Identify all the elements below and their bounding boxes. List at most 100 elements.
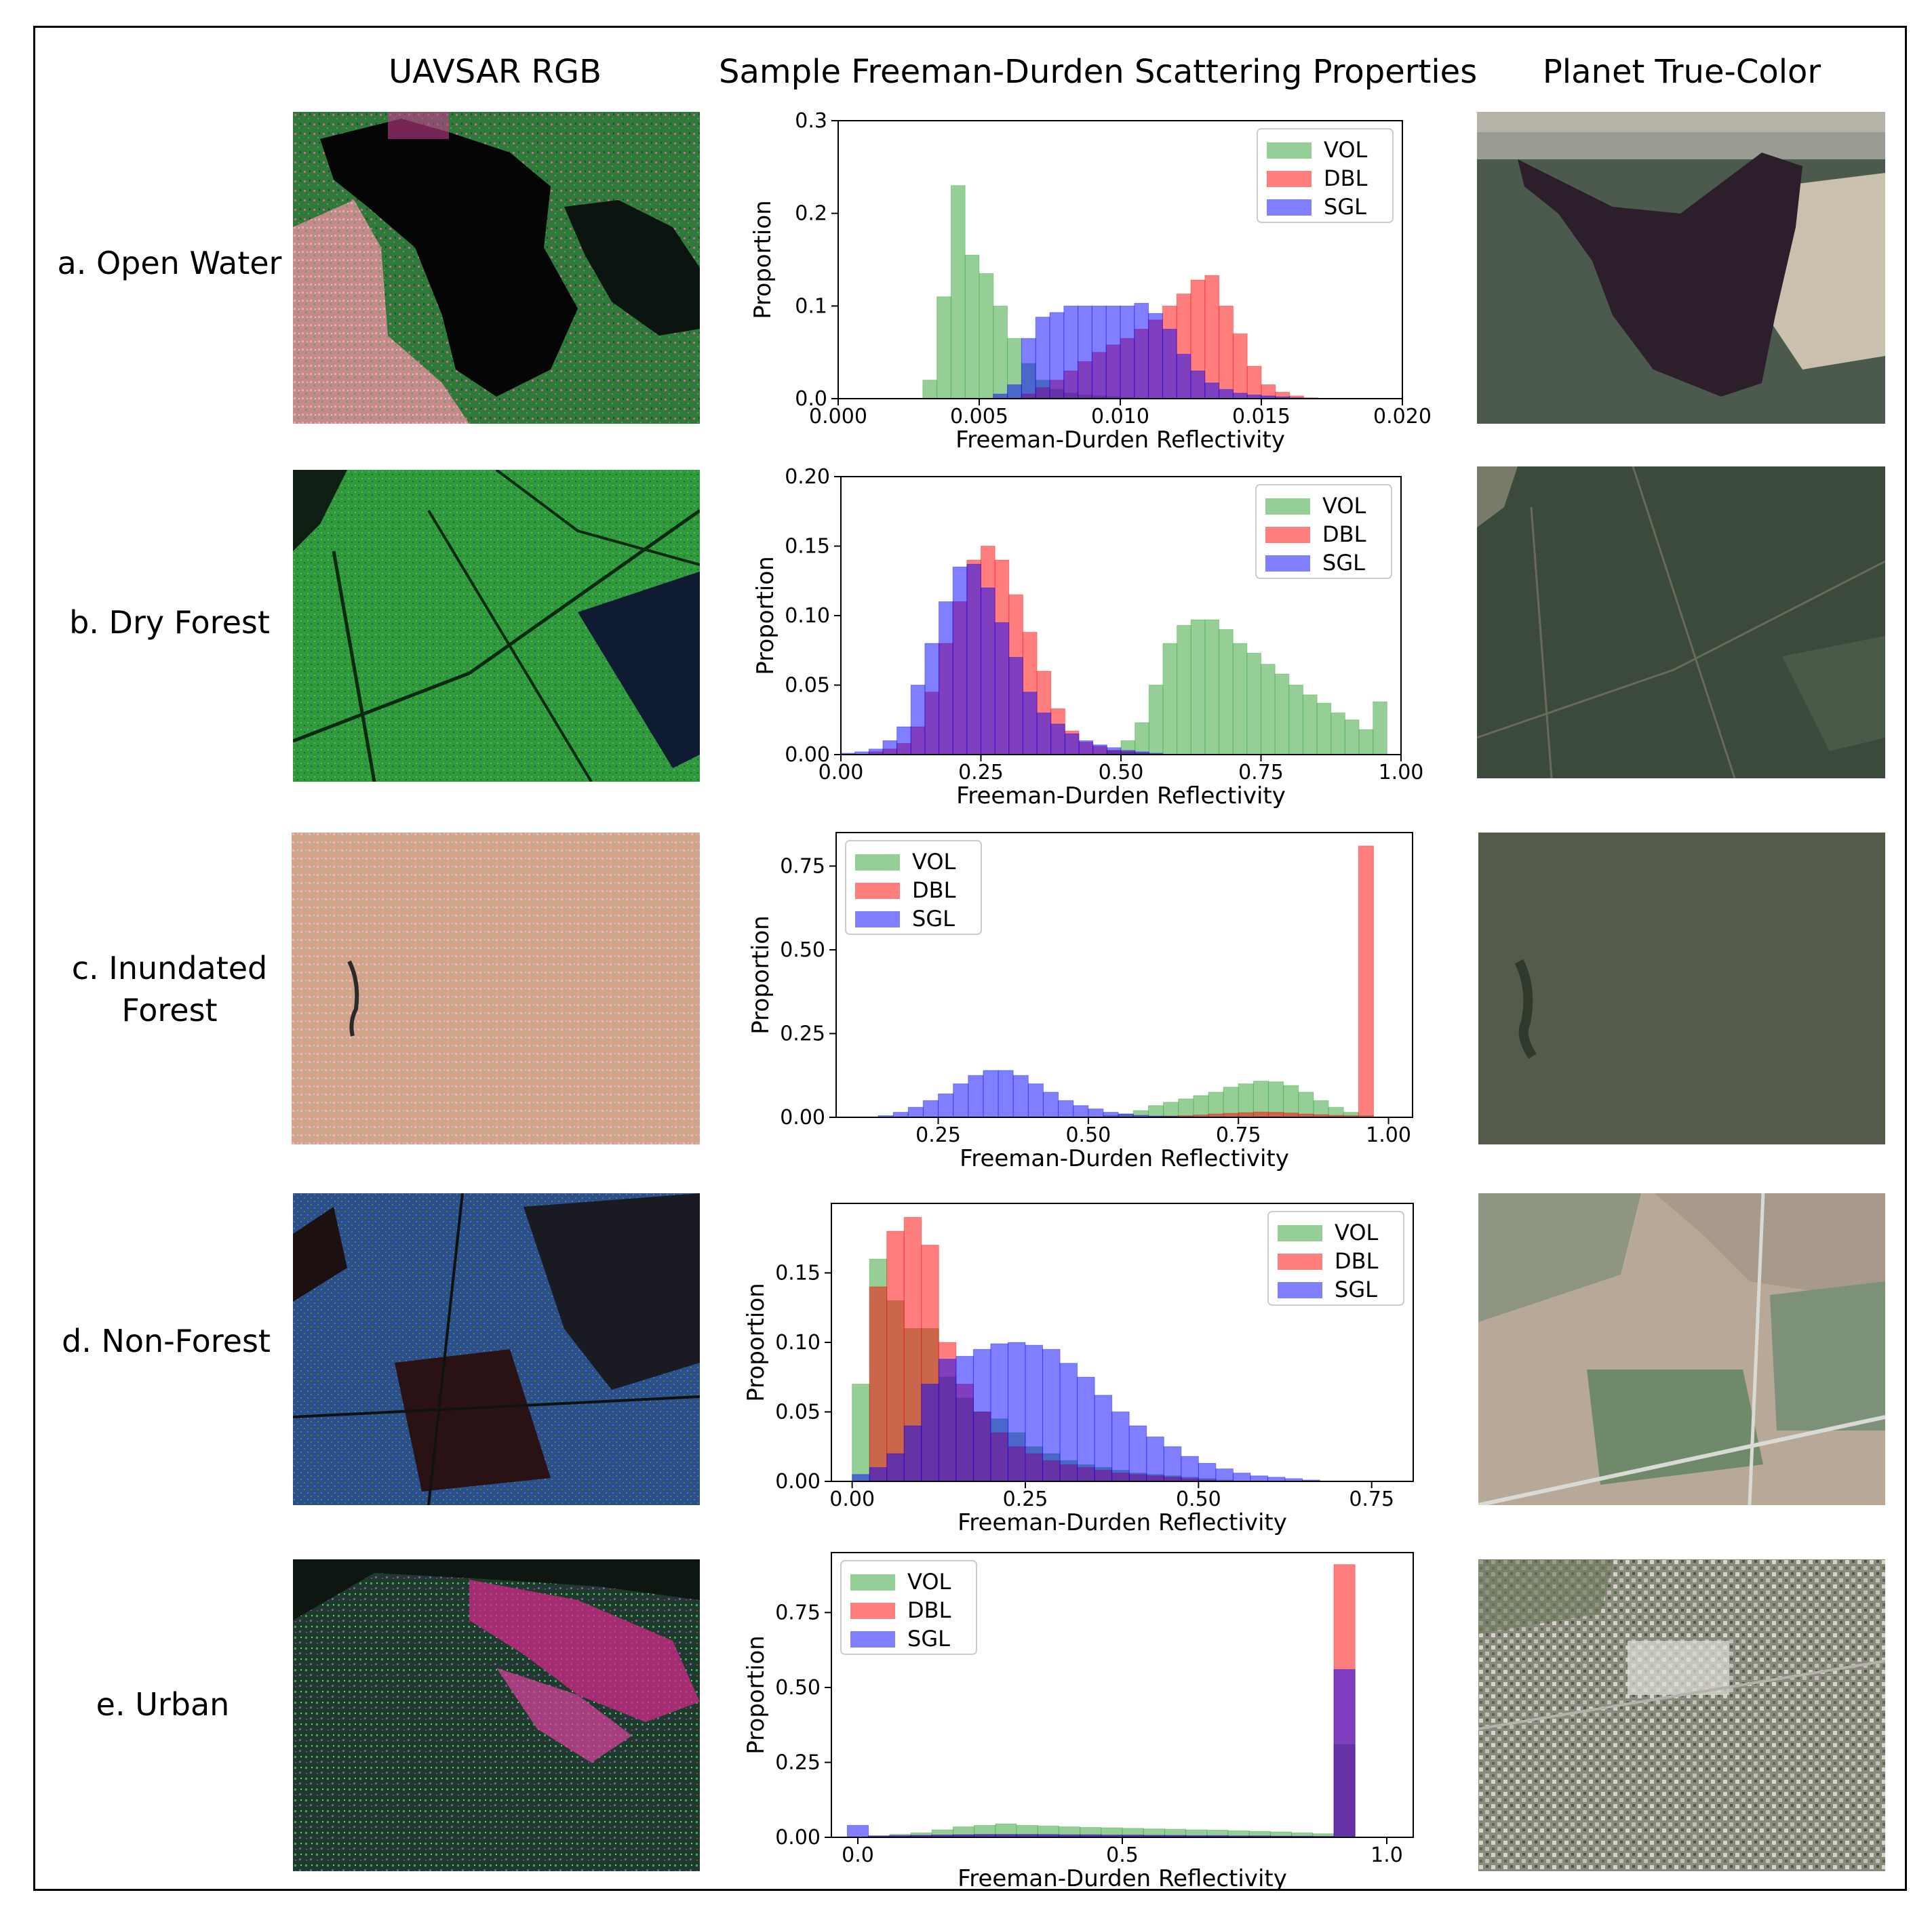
bar-dbl bbox=[1232, 333, 1248, 399]
x-tick-label: 0.75 bbox=[1238, 761, 1284, 784]
bar-sgl bbox=[1088, 1108, 1104, 1118]
legend-label-sgl: SGL bbox=[1335, 1277, 1377, 1302]
bar-sgl bbox=[1007, 1342, 1026, 1482]
bar-sgl bbox=[1120, 305, 1135, 399]
bar-sgl bbox=[1042, 1092, 1059, 1118]
bar-sgl bbox=[1064, 733, 1080, 755]
bar-sgl bbox=[1050, 723, 1065, 755]
x-axis-label: Freeman-Durden Reflectivity bbox=[958, 1865, 1287, 1892]
x-tick-label: 0.00 bbox=[819, 761, 864, 784]
bar-sgl bbox=[1198, 1462, 1217, 1482]
bar-sgl bbox=[1148, 313, 1163, 399]
x-tick-label: 0.00 bbox=[829, 1487, 875, 1511]
bar-sgl bbox=[968, 1075, 984, 1118]
row-label-open-water: a. Open Water bbox=[27, 242, 312, 284]
x-tick-label: 0.75 bbox=[1349, 1487, 1394, 1511]
bar-sgl bbox=[886, 1453, 905, 1482]
row-label-line1: a. Open Water bbox=[57, 245, 282, 281]
legend-label-dbl: DBL bbox=[1324, 165, 1368, 191]
bar-dbl bbox=[1253, 1111, 1269, 1118]
bar-vol bbox=[922, 380, 938, 399]
y-tick-label: 0.00 bbox=[780, 1106, 825, 1130]
bar-vol bbox=[993, 305, 1008, 399]
row-label-non-forest: d. Non-Forest bbox=[24, 1320, 309, 1362]
x-tick-label: 0.010 bbox=[1091, 405, 1149, 428]
row-label-urban: e. Urban bbox=[20, 1683, 305, 1725]
bar-sgl bbox=[1063, 305, 1079, 399]
bar-vol bbox=[1193, 1095, 1209, 1118]
planet-open-water-image bbox=[1477, 112, 1885, 424]
uavsar-non-forest-image bbox=[293, 1193, 700, 1505]
y-tick-label: 0.10 bbox=[775, 1331, 821, 1355]
x-axis-label: Freeman-Durden Reflectivity bbox=[956, 782, 1286, 810]
bar-vol bbox=[937, 296, 951, 399]
column-header-freeman-durden: Sample Freeman-Durden Scattering Propert… bbox=[719, 53, 1478, 91]
legend-label-dbl: DBL bbox=[1335, 1248, 1379, 1274]
bar-sgl bbox=[892, 1112, 909, 1118]
bar-vol bbox=[1344, 719, 1360, 755]
bar-vol bbox=[1208, 1092, 1224, 1118]
bar-sgl bbox=[1078, 740, 1094, 755]
x-tick-label: 0.0 bbox=[842, 1843, 874, 1867]
row-label-line2: Forest bbox=[121, 992, 218, 1028]
y-tick-label: 0.3 bbox=[795, 109, 827, 133]
x-tick-label: 0.75 bbox=[1216, 1123, 1261, 1147]
bar-vol bbox=[1177, 624, 1191, 755]
bar-sgl bbox=[1128, 1425, 1147, 1482]
x-tick-label: 1.00 bbox=[1366, 1123, 1411, 1147]
bar-vol bbox=[1246, 652, 1261, 755]
bar-sgl bbox=[972, 1348, 991, 1482]
x-tick-label: 1.0 bbox=[1371, 1843, 1403, 1867]
bar-sgl bbox=[846, 1824, 869, 1838]
bar-sgl bbox=[1007, 384, 1022, 399]
planet-inundated-forest-image bbox=[1478, 833, 1885, 1144]
uavsar-urban-image bbox=[293, 1559, 700, 1871]
legend-swatch-dbl bbox=[850, 1603, 895, 1619]
bar-dbl bbox=[1219, 305, 1234, 399]
legend-label-sgl: SGL bbox=[1322, 550, 1365, 576]
bar-sgl bbox=[981, 587, 995, 755]
x-axis-label: Freeman-Durden Reflectivity bbox=[955, 426, 1285, 454]
uavsar-dry-forest-image bbox=[293, 470, 700, 782]
bar-vol bbox=[1298, 1092, 1314, 1118]
bar-sgl bbox=[1250, 1475, 1268, 1482]
bar-vol bbox=[1373, 701, 1387, 755]
x-tick-label: 0.50 bbox=[1099, 761, 1144, 784]
histogram-panel-2: 0.25 0.50 0.75 1.000.000.250.500.75Freeman-… bbox=[747, 832, 1413, 1172]
bar-sgl bbox=[922, 1100, 939, 1118]
bar-sgl bbox=[1232, 1473, 1251, 1482]
x-tick-label: 0.020 bbox=[1373, 405, 1432, 428]
bar-dbl bbox=[1204, 275, 1220, 399]
y-axis-label: Proportion bbox=[749, 200, 776, 319]
legend-swatch-sgl bbox=[1265, 555, 1310, 572]
bar-sgl bbox=[1190, 370, 1206, 399]
bar-dbl bbox=[1268, 1112, 1284, 1118]
bar-sgl bbox=[1204, 382, 1220, 399]
y-tick-label: 0.50 bbox=[775, 1676, 821, 1700]
legend-swatch-dbl bbox=[855, 883, 900, 899]
bar-vol bbox=[1316, 702, 1332, 755]
bar-vol bbox=[1232, 643, 1248, 755]
bar-sgl bbox=[993, 393, 1008, 399]
histogram-panel-0: 0.000 0.005 0.010 0.015 0.020 0.0 0.1 0.2 0.3 Fre… bbox=[749, 109, 1432, 454]
legend-swatch-dbl bbox=[1265, 527, 1310, 543]
bar-sgl bbox=[1163, 1446, 1182, 1482]
bar-sgl bbox=[983, 1070, 999, 1118]
uavsar-open-water-image bbox=[293, 112, 700, 424]
bar-vol bbox=[964, 254, 980, 399]
bar-dbl bbox=[886, 1231, 905, 1482]
bar-sgl bbox=[998, 1070, 1014, 1118]
bar-sgl bbox=[990, 1343, 1008, 1482]
y-tick-label: 0.05 bbox=[775, 1401, 821, 1424]
legend-swatch-sgl bbox=[1278, 1282, 1322, 1298]
bar-sgl bbox=[938, 1359, 957, 1482]
bar-sgl bbox=[952, 566, 968, 755]
bar-dbl bbox=[1238, 1112, 1254, 1118]
bar-sgl bbox=[1058, 1100, 1074, 1118]
y-tick-label: 0.05 bbox=[785, 674, 830, 698]
row-label-line1: c. Inundated bbox=[71, 950, 268, 986]
bar-sgl bbox=[1219, 388, 1234, 399]
bar-sgl bbox=[1215, 1469, 1234, 1482]
bar-vol bbox=[1148, 685, 1164, 755]
